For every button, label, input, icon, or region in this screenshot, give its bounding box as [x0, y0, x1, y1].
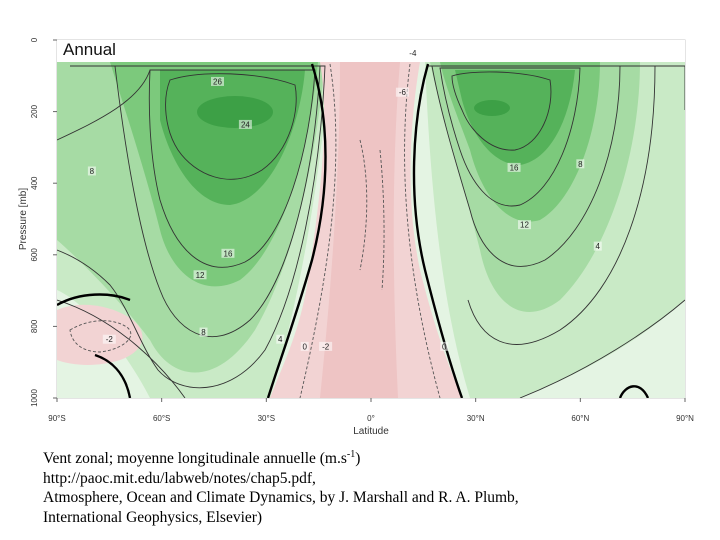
- contour-label-bg: [238, 119, 252, 129]
- contour-label-bg: [199, 327, 208, 337]
- south-jet-core: [160, 70, 305, 205]
- y-tick-label: 200: [30, 104, 39, 118]
- contour-label: 26: [213, 77, 222, 86]
- x-axis-title: Latitude: [353, 426, 389, 437]
- contour-label-bg: [102, 334, 116, 344]
- caption-unit-exponent: -1: [346, 448, 356, 460]
- chart-title: Annual: [63, 40, 116, 59]
- negative-contours: [69, 63, 441, 398]
- contour-label-bg: [518, 220, 532, 230]
- contour-label-bg: [395, 87, 409, 97]
- contour-label-bg: [507, 162, 521, 172]
- x-tick-label: 0°: [367, 414, 375, 423]
- contour-label: -4: [409, 49, 417, 58]
- contour-label-bg: [300, 341, 309, 351]
- contour-label: 0: [442, 342, 447, 351]
- contour-label-bg: [221, 248, 235, 258]
- y-axis: 0 200 400 600 800 1000: [30, 37, 57, 407]
- contour-label: 16: [510, 163, 519, 172]
- contour-label-bg: [576, 159, 585, 169]
- contour-label: 4: [278, 335, 283, 344]
- contour-label: 4: [596, 242, 601, 251]
- zero-contours: [57, 63, 650, 398]
- contour-labels: 26 24 16 12 8 8 4 0 -2 -2 -4 -6 0 16 12 8 4: [87, 48, 602, 351]
- x-tick-label: 90°S: [48, 414, 65, 423]
- x-tick-label: 60°S: [153, 414, 170, 423]
- contour-label-bg: [406, 48, 420, 58]
- figure-caption: Vent zonal; moyenne longitudinale annuel…: [43, 449, 703, 527]
- contour-label-bg: [193, 270, 207, 280]
- contour-label: -2: [106, 335, 114, 344]
- caption-line-1-end: ): [355, 450, 361, 467]
- contour-label-bg: [87, 166, 96, 176]
- x-tick-label: 30°S: [258, 414, 275, 423]
- contour-label-bg: [593, 241, 602, 251]
- contour-label: 12: [520, 221, 529, 230]
- y-tick-label: 600: [30, 248, 39, 262]
- y-tick-label: 1000: [30, 389, 39, 407]
- caption-line-1-text: Vent zonal; moyenne longitudinale annuel…: [43, 450, 347, 467]
- contour-label: 12: [196, 271, 205, 280]
- top-band: [57, 40, 685, 62]
- contour-label-bg: [440, 341, 449, 351]
- north-jet-max: [474, 100, 510, 116]
- contour-label: 0: [302, 342, 307, 351]
- north-jet-core: [455, 70, 575, 165]
- contour-label: 8: [578, 160, 583, 169]
- y-tick-label: 800: [30, 319, 39, 333]
- contour-label: 8: [90, 167, 95, 176]
- contour-label: -6: [399, 88, 407, 97]
- contour-label: 8: [201, 328, 206, 337]
- caption-line-1: Vent zonal; moyenne longitudinale annuel…: [43, 449, 703, 469]
- y-tick-label: 0: [30, 37, 39, 42]
- contour-field: [57, 40, 685, 398]
- contour-label: 16: [224, 249, 233, 258]
- y-axis-title: Pressure [mb]: [18, 188, 29, 250]
- contour-label-bg: [276, 334, 285, 344]
- x-tick-label: 30°N: [467, 414, 485, 423]
- caption-line-2: http://paoc.mit.edu/labweb/notes/chap5.p…: [43, 469, 316, 487]
- contour-label-bg: [210, 76, 224, 86]
- caption-line-3: Atmosphere, Ocean and Climate Dynamics, …: [43, 489, 519, 506]
- south-polar-easterlies: [57, 304, 143, 365]
- caption-line-4: International Geophysics, Elsevier): [43, 508, 263, 526]
- south-jet-max: [197, 96, 273, 128]
- x-tick-label: 60°N: [571, 414, 589, 423]
- contour-label-bg: [319, 341, 333, 351]
- contour-label: 24: [241, 120, 250, 129]
- x-tick-label: 90°N: [676, 414, 694, 423]
- y-tick-label: 400: [30, 176, 39, 190]
- x-axis: 90°S 60°S 30°S 0° 30°N 60°N 90°N: [48, 398, 694, 423]
- equatorial-easterlies-core: [320, 62, 400, 398]
- contour-label: -2: [322, 342, 330, 351]
